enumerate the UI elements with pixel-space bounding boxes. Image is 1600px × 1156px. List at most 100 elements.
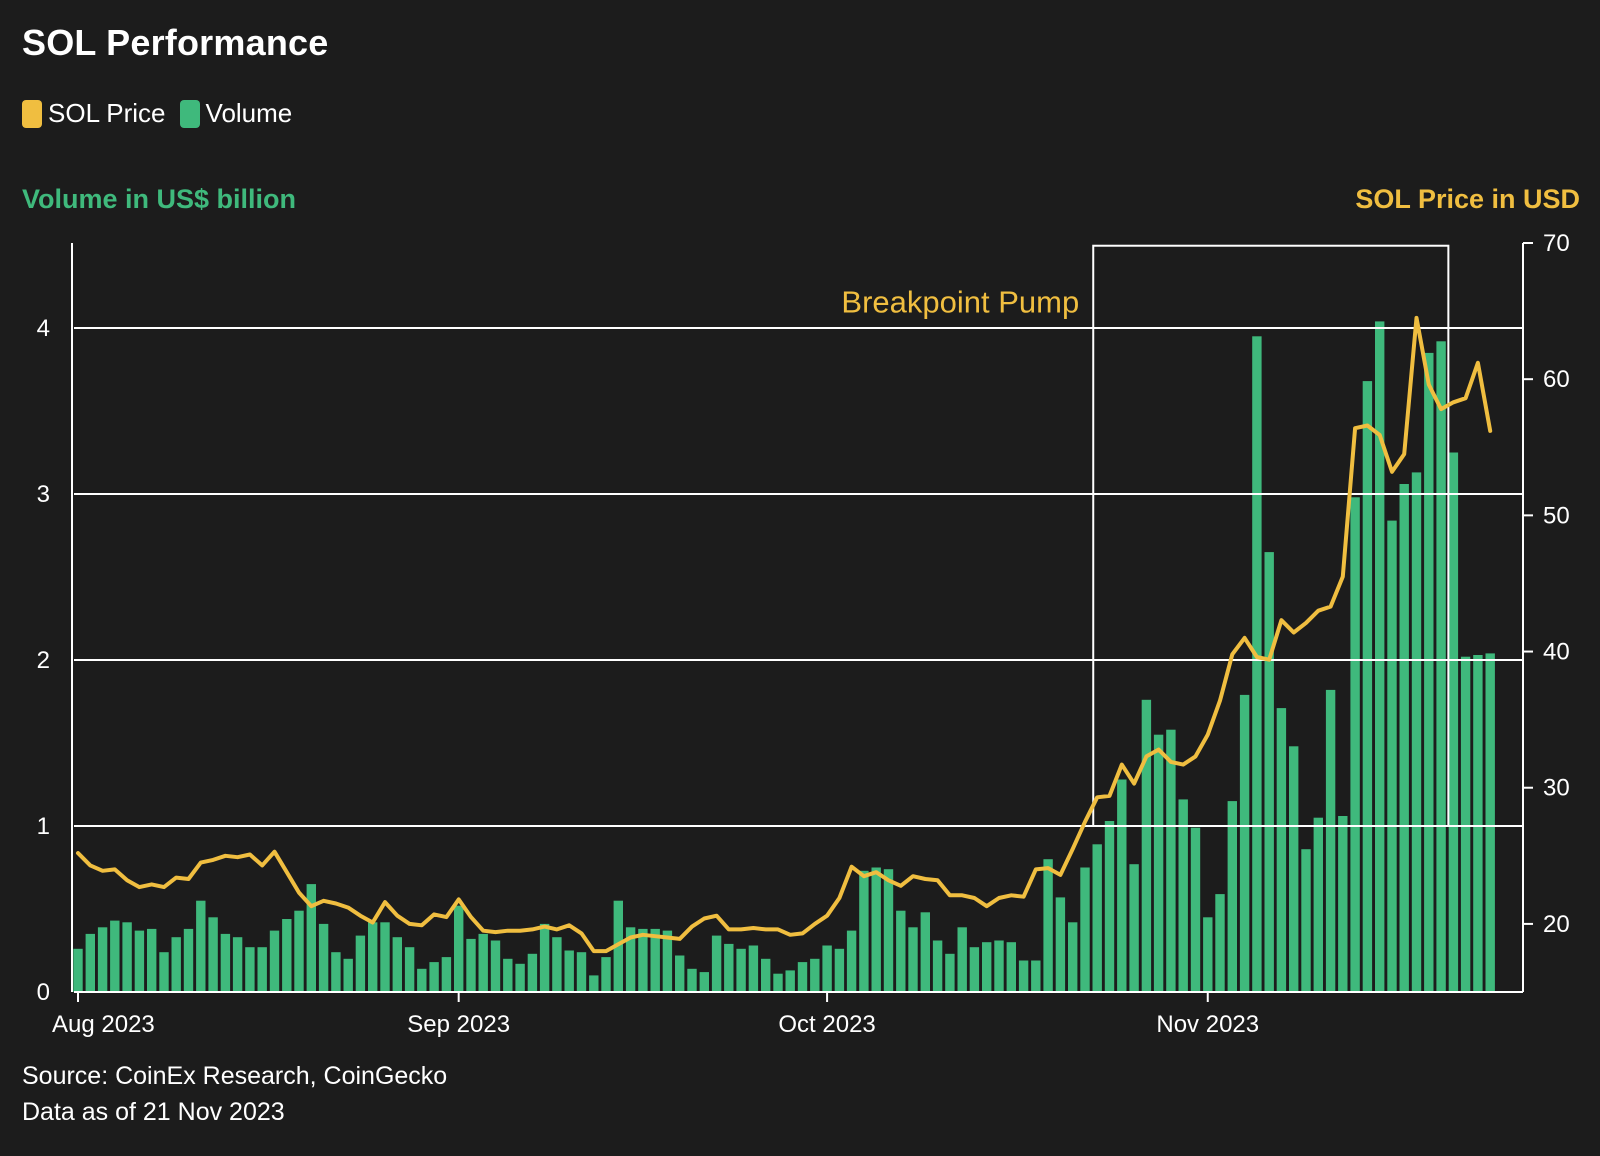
volume-bar xyxy=(601,957,611,992)
volume-bar xyxy=(1460,656,1471,992)
volume-bar xyxy=(1313,817,1323,992)
volume-bar xyxy=(183,928,194,992)
volume-bar xyxy=(699,972,709,992)
chart-title: SOL Performance xyxy=(22,22,329,63)
left-tick-label: 2 xyxy=(37,647,50,674)
volume-bar xyxy=(1153,734,1164,992)
legend-item-price: SOL Price xyxy=(22,98,166,129)
volume-bar xyxy=(625,927,636,992)
volume-bar xyxy=(994,940,1004,992)
volume-bar xyxy=(1166,729,1176,992)
volume-bar xyxy=(282,919,292,992)
x-tick-label: Oct 2023 xyxy=(778,1011,875,1038)
volume-bar xyxy=(134,930,145,992)
volume-bar xyxy=(294,910,304,992)
legend-label-price: SOL Price xyxy=(48,98,166,128)
volume-bar xyxy=(1018,960,1029,992)
volume-bar xyxy=(1350,497,1360,992)
volume-bar xyxy=(810,958,820,992)
volume-bar xyxy=(1362,381,1373,993)
chart-legend: SOL Price Volume xyxy=(22,98,306,129)
volume-bar xyxy=(527,953,538,992)
volume-bar xyxy=(97,927,108,992)
data-date-note: Data as of 21 Nov 2023 xyxy=(22,1098,285,1126)
volume-bar xyxy=(454,905,464,992)
volume-bar xyxy=(85,933,95,992)
volume-bar xyxy=(883,869,894,992)
volume-bar xyxy=(331,952,341,992)
volume-bar xyxy=(515,963,525,992)
volume-bar xyxy=(564,950,574,992)
volume-bar xyxy=(122,922,132,992)
volume-bar xyxy=(638,928,648,992)
volume-bar xyxy=(1055,897,1066,992)
volume-bar xyxy=(1448,452,1459,992)
right-tick-label: 20 xyxy=(1543,911,1570,938)
volume-bar xyxy=(208,917,218,992)
volume-bar xyxy=(1301,849,1311,992)
volume-bar xyxy=(1264,552,1274,992)
volume-bar xyxy=(736,948,746,992)
volume-bar xyxy=(920,912,930,992)
legend-swatch-volume xyxy=(179,99,200,128)
volume-bar xyxy=(404,947,415,992)
volume-bar xyxy=(1436,341,1446,992)
volume-bar xyxy=(220,933,231,992)
volume-bar xyxy=(1129,864,1139,992)
price-line xyxy=(76,315,1493,954)
volume-bar xyxy=(1043,859,1053,992)
x-tick-label: Sep 2023 xyxy=(407,1011,510,1038)
volume-bar xyxy=(1068,922,1078,992)
volume-bar xyxy=(675,955,685,992)
volume-bar xyxy=(1485,653,1495,992)
volume-bar xyxy=(343,958,353,992)
volume-bar xyxy=(1215,894,1225,992)
volume-bar xyxy=(306,884,316,992)
volume-bar xyxy=(1006,942,1016,992)
volume-bar xyxy=(748,945,759,992)
legend-label-volume: Volume xyxy=(205,98,293,128)
volume-bar xyxy=(724,943,734,992)
volume-bar xyxy=(478,933,488,992)
volume-bar xyxy=(687,968,697,992)
volume-bar xyxy=(650,928,660,992)
volume-bar xyxy=(1387,520,1397,992)
volume-bar xyxy=(846,930,857,992)
x-tick-label: Nov 2023 xyxy=(1156,1011,1259,1038)
volume-bar xyxy=(1104,821,1115,992)
volume-bar xyxy=(834,948,845,992)
volume-bar xyxy=(1203,917,1213,992)
right-tick-label: 70 xyxy=(1543,230,1570,257)
left-axis-title: Volume in US$ billion xyxy=(22,184,297,214)
volume-bar xyxy=(957,927,967,992)
right-tick-label: 60 xyxy=(1543,366,1570,393)
volume-bar xyxy=(589,975,599,992)
volume-bar xyxy=(1289,746,1299,992)
volume-bar xyxy=(441,957,452,992)
volume-bar xyxy=(110,920,120,992)
left-tick-label: 4 xyxy=(37,315,50,342)
volume-bar xyxy=(73,948,83,992)
volume-bar xyxy=(761,958,771,992)
volume-bar xyxy=(503,958,513,992)
volume-bar xyxy=(257,947,267,992)
volume-bar xyxy=(1399,484,1409,992)
right-tick-label: 30 xyxy=(1543,775,1570,802)
volume-bar xyxy=(1031,960,1041,992)
source-note: Source: CoinEx Research, CoinGecko xyxy=(22,1062,448,1090)
volume-bar xyxy=(1178,799,1188,992)
volume-bar xyxy=(269,930,280,992)
volume-bar xyxy=(1325,689,1336,992)
volume-bar xyxy=(380,922,390,992)
volume-bar xyxy=(1375,321,1385,992)
legend-item-volume: Volume xyxy=(179,98,293,129)
volume-bar xyxy=(429,962,439,992)
volume-bar xyxy=(773,973,783,992)
volume-bar xyxy=(417,968,427,992)
volume-bar xyxy=(1190,827,1201,992)
volume-bar xyxy=(982,942,992,992)
volume-bar xyxy=(490,940,501,992)
volume-bar xyxy=(368,922,378,992)
volume-bar xyxy=(1424,352,1434,992)
